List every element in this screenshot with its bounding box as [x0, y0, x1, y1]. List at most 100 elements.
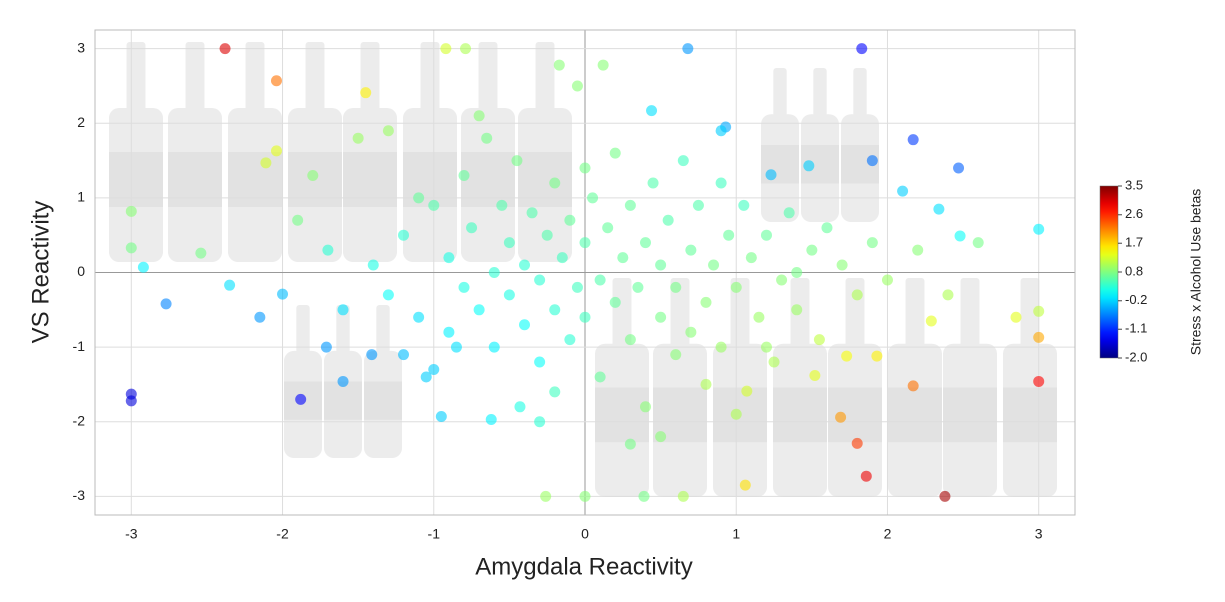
scatter-point [564, 334, 575, 345]
scatter-point [942, 289, 953, 300]
scatter-point [519, 260, 530, 271]
scatter-point [534, 416, 545, 427]
bottle-label [324, 382, 362, 420]
scatter-point [638, 491, 649, 502]
scatter-point [682, 43, 693, 54]
scatter-point [1011, 312, 1022, 323]
scatter-point [933, 204, 944, 215]
scatter-point [549, 304, 560, 315]
scatter-point [852, 289, 863, 300]
scatter-point [321, 342, 332, 353]
scatter-point [428, 200, 439, 211]
scatter-point [670, 349, 681, 360]
scatter-point [1033, 306, 1044, 317]
scatter-point [254, 312, 265, 323]
scatter-point [784, 207, 795, 218]
scatter-point [295, 394, 306, 405]
y-tick-label: -2 [73, 412, 86, 428]
bottle-neck [813, 68, 826, 122]
bottle-label [109, 152, 163, 207]
chart: -3-2-10123-3-2-10123 Amygdala Reactivity… [0, 0, 1225, 602]
scatter-point [511, 155, 522, 166]
scatter-point [841, 351, 852, 362]
scatter-point [897, 186, 908, 197]
bottle-neck [906, 278, 925, 355]
scatter-point [443, 252, 454, 263]
scatter-point [271, 145, 282, 156]
scatter-point [138, 262, 149, 273]
y-tick-label: 3 [77, 39, 85, 55]
scatter-point [460, 43, 471, 54]
bottle-label [943, 388, 997, 443]
scatter-point [640, 237, 651, 248]
scatter-point [716, 125, 727, 136]
scatter-point [741, 386, 752, 397]
scatter-point [504, 289, 515, 300]
scatter-point [557, 252, 568, 263]
scatter-point [791, 267, 802, 278]
bottle-label [364, 382, 402, 420]
scatter-point [486, 414, 497, 425]
y-tick-label: 0 [77, 263, 85, 279]
colorbar [1100, 186, 1118, 358]
scatter-point [527, 207, 538, 218]
scatter-point [398, 230, 409, 241]
scatter-point [383, 125, 394, 136]
bottle-neck [361, 42, 380, 119]
scatter-point [514, 401, 525, 412]
scatter-point [953, 163, 964, 174]
bottle-label [461, 152, 515, 207]
scatter-point [224, 280, 235, 291]
scatter-point [693, 200, 704, 211]
bottle-label [773, 388, 827, 443]
scatter-point [1033, 376, 1044, 387]
scatter-point [837, 260, 848, 271]
bottle-neck [296, 305, 309, 359]
scatter-point [353, 133, 364, 144]
scatter-point [908, 380, 919, 391]
scatter-point [504, 237, 515, 248]
scatter-point [519, 319, 530, 330]
scatter-point [617, 252, 628, 263]
scatter-point [554, 60, 565, 71]
scatter-point [271, 75, 282, 86]
scatter-point [307, 170, 318, 181]
scatter-point [572, 80, 583, 91]
bottle-neck [773, 68, 786, 122]
x-axis-label: Amygdala Reactivity [475, 553, 692, 580]
scatter-point [716, 342, 727, 353]
scatter-point [602, 222, 613, 233]
scatter-point [882, 274, 893, 285]
colorbar-tick-label: 0.8 [1125, 263, 1143, 278]
scatter-point [939, 491, 950, 502]
scatter-point [474, 110, 485, 121]
scatter-point [761, 230, 772, 241]
scatter-point [542, 230, 553, 241]
scatter-point [610, 297, 621, 308]
scatter-point [753, 312, 764, 323]
bottle-neck [536, 42, 555, 119]
scatter-point [466, 222, 477, 233]
scatter-point [360, 87, 371, 98]
x-tick-label: 2 [884, 526, 892, 542]
colorbar-label: Stress x Alcohol Use betas [1188, 189, 1204, 356]
scatter-point [678, 155, 689, 166]
scatter-point [648, 177, 659, 188]
scatter-point [908, 134, 919, 145]
bottle-label [1003, 388, 1057, 443]
scatter-point [126, 395, 137, 406]
scatter-point [685, 327, 696, 338]
scatter-point [769, 357, 780, 368]
scatter-point [383, 289, 394, 300]
scatter-point [549, 177, 560, 188]
x-tick-label: 1 [732, 526, 740, 542]
scatter-point [366, 349, 377, 360]
scatter-point [277, 289, 288, 300]
y-tick-label: 1 [77, 189, 85, 205]
scatter-point [443, 327, 454, 338]
bottle-neck [853, 68, 866, 122]
scatter-point [856, 43, 867, 54]
x-tick-label: -1 [428, 526, 441, 542]
bottle-label [168, 152, 222, 207]
scatter-point [852, 438, 863, 449]
